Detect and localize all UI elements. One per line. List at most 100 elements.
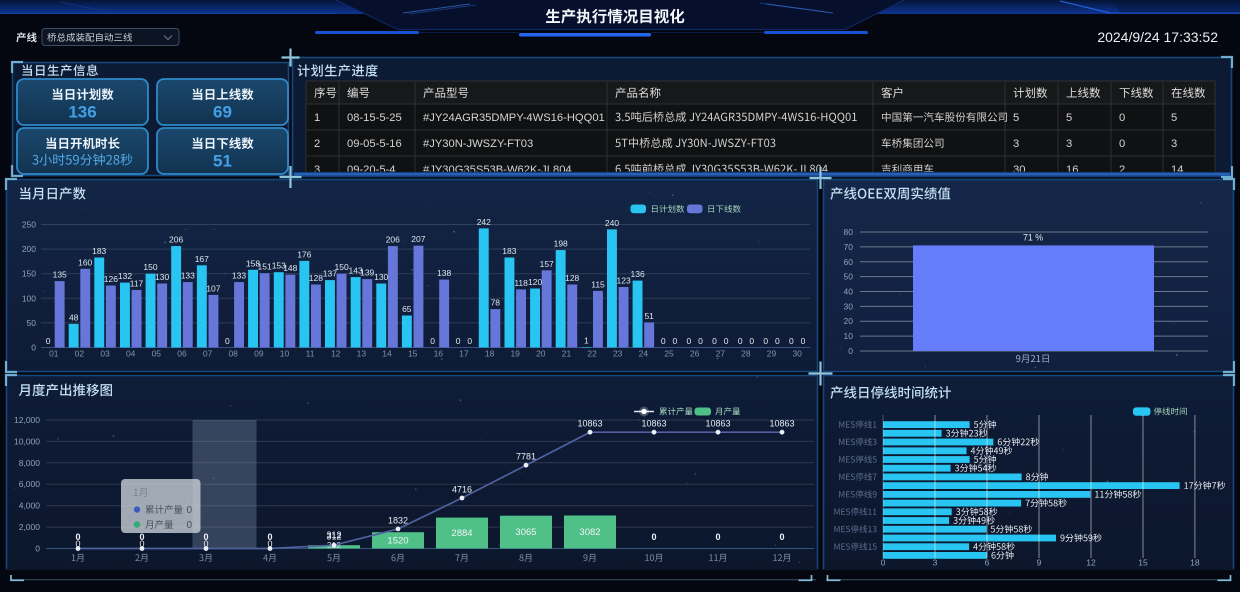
svg-text:11: 11 [306, 349, 315, 359]
svg-text:2024/9/24 17:33:52: 2024/9/24 17:33:52 [1097, 29, 1218, 45]
svg-text:0: 0 [738, 336, 743, 346]
svg-text:40: 40 [844, 287, 854, 297]
svg-text:120: 120 [528, 277, 542, 287]
svg-text:71 %: 71 % [1023, 233, 1043, 243]
svg-text:100: 100 [22, 293, 36, 303]
svg-text:14: 14 [1171, 164, 1183, 176]
svg-text:206: 206 [386, 235, 400, 245]
svg-text:0: 0 [651, 532, 656, 542]
svg-text:0: 0 [1119, 112, 1125, 124]
svg-text:10863: 10863 [705, 419, 730, 429]
svg-text:4,000: 4,000 [19, 501, 41, 511]
svg-text:157: 157 [540, 259, 554, 269]
svg-text:0: 0 [75, 539, 80, 549]
svg-text:51: 51 [213, 152, 232, 171]
svg-text:5: 5 [1013, 112, 1019, 124]
svg-text:118: 118 [514, 278, 528, 288]
svg-text:3: 3 [1066, 138, 1072, 150]
svg-text:65: 65 [402, 304, 412, 314]
svg-text:206: 206 [169, 235, 183, 245]
svg-text:3: 3 [1171, 138, 1177, 150]
svg-text:09-20-5-4: 09-20-5-4 [347, 164, 396, 176]
svg-text:3082: 3082 [579, 527, 600, 538]
svg-text:1832: 1832 [388, 515, 408, 525]
svg-text:10,000: 10,000 [14, 436, 40, 446]
svg-text:0: 0 [881, 558, 886, 568]
svg-text:136: 136 [68, 103, 96, 122]
svg-text:0: 0 [186, 505, 192, 516]
svg-text:0: 0 [687, 336, 692, 346]
svg-text:04: 04 [126, 349, 136, 359]
svg-text:3: 3 [314, 164, 320, 176]
svg-text:80: 80 [844, 227, 854, 237]
svg-text:14: 14 [382, 349, 392, 359]
svg-text:0: 0 [75, 532, 80, 542]
svg-text:117: 117 [130, 278, 144, 288]
svg-text:207: 207 [411, 234, 425, 244]
svg-text:250: 250 [22, 220, 36, 230]
svg-text:22: 22 [587, 349, 597, 359]
svg-text:29: 29 [767, 349, 777, 359]
svg-text:60: 60 [844, 257, 854, 267]
svg-text:15: 15 [1138, 558, 1148, 568]
svg-text:139: 139 [360, 268, 374, 278]
svg-text:50: 50 [844, 272, 854, 282]
svg-text:8,000: 8,000 [19, 458, 41, 468]
svg-text:0: 0 [430, 336, 435, 346]
svg-text:10: 10 [280, 349, 290, 359]
svg-text:03: 03 [100, 349, 110, 359]
svg-text:150: 150 [335, 262, 349, 272]
svg-text:200: 200 [22, 244, 36, 254]
svg-text:4716: 4716 [452, 485, 472, 495]
svg-text:7781: 7781 [516, 452, 536, 462]
svg-text:0: 0 [456, 336, 461, 346]
svg-text:13: 13 [357, 349, 367, 359]
svg-text:123: 123 [617, 276, 631, 286]
svg-text:3: 3 [933, 558, 938, 568]
svg-text:48: 48 [69, 312, 79, 322]
svg-text:3065: 3065 [515, 527, 536, 538]
svg-text:18: 18 [1190, 558, 1200, 568]
svg-text:0: 0 [715, 532, 720, 542]
svg-text:25: 25 [664, 349, 674, 359]
svg-text:183: 183 [502, 246, 516, 256]
svg-text:15: 15 [408, 349, 418, 359]
svg-text:30: 30 [792, 349, 802, 359]
svg-text:0: 0 [225, 336, 230, 346]
svg-text:132: 132 [118, 271, 132, 281]
svg-text:26: 26 [690, 349, 700, 359]
svg-text:18: 18 [485, 349, 495, 359]
svg-text:0: 0 [203, 539, 208, 549]
svg-text:#JY30N-JWSZY-FT03: #JY30N-JWSZY-FT03 [423, 138, 533, 150]
svg-text:143: 143 [349, 266, 363, 276]
svg-text:10: 10 [844, 331, 854, 341]
svg-text:115: 115 [591, 279, 605, 289]
svg-text:1: 1 [314, 112, 320, 124]
svg-text:27: 27 [716, 349, 726, 359]
svg-text:0: 0 [35, 544, 40, 554]
svg-text:19: 19 [510, 349, 520, 359]
svg-text:158: 158 [246, 258, 260, 268]
svg-text:0: 0 [673, 336, 678, 346]
svg-text:16: 16 [1066, 164, 1078, 176]
svg-text:0: 0 [203, 532, 208, 542]
svg-text:135: 135 [53, 270, 67, 280]
svg-text:126: 126 [104, 274, 118, 284]
svg-text:198: 198 [554, 239, 568, 249]
svg-text:08: 08 [228, 349, 238, 359]
svg-text:20: 20 [844, 316, 854, 326]
svg-text:138: 138 [437, 268, 451, 278]
svg-text:12: 12 [331, 349, 341, 359]
svg-text:133: 133 [232, 271, 246, 281]
svg-text:1520: 1520 [387, 535, 408, 546]
svg-text:312: 312 [326, 530, 341, 540]
svg-text:09: 09 [254, 349, 264, 359]
svg-text:09-05-5-16: 09-05-5-16 [347, 138, 402, 150]
svg-text:136: 136 [631, 269, 645, 279]
svg-text:1: 1 [584, 336, 589, 346]
svg-text:153: 153 [272, 261, 286, 271]
svg-text:78: 78 [491, 298, 501, 308]
svg-text:0: 0 [139, 532, 144, 542]
svg-text:2: 2 [314, 138, 320, 150]
svg-text:3: 3 [1013, 138, 1019, 150]
